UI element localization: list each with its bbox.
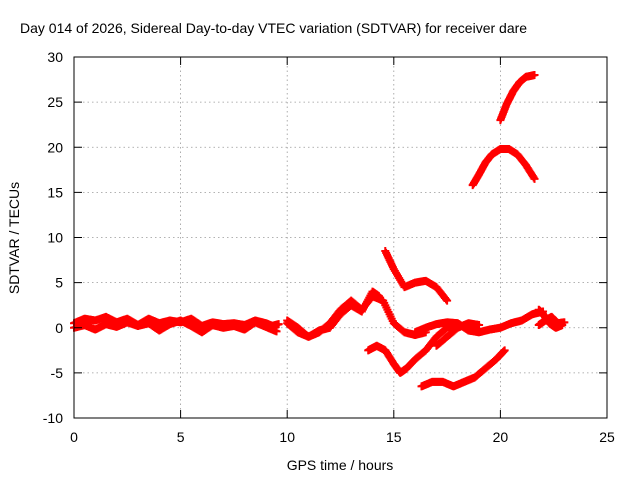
x-tick-label: 5: [177, 429, 185, 445]
data-point: [475, 321, 484, 330]
x-tick-label: 15: [386, 429, 402, 445]
y-tick-label: 25: [47, 94, 63, 110]
x-tick-label: 20: [493, 429, 509, 445]
series-track-b: [70, 316, 281, 337]
x-tick-label: 0: [70, 429, 78, 445]
series-track-k: [496, 71, 539, 125]
data-point: [443, 296, 452, 305]
series-track-i: [417, 346, 509, 391]
series-track-m: [534, 312, 569, 330]
y-tick-label: 5: [55, 275, 63, 291]
y-tick-label: -10: [43, 410, 63, 426]
data-point: [374, 292, 383, 301]
data-points: [70, 71, 569, 391]
y-tick-label: 10: [47, 230, 63, 246]
data-point: [272, 327, 281, 336]
series-track-e: [381, 247, 452, 305]
axis-ticks: 0 5 10 15 20 25 -10 -5 0 5 10 15 20 25 30: [43, 49, 615, 445]
series-track-g: [411, 307, 548, 337]
data-point: [442, 295, 451, 304]
data-point: [530, 71, 539, 80]
y-axis-label: SDTVAR / TECUs: [6, 182, 22, 294]
chart-title: Day 014 of 2026, Sidereal Day-to-day VTE…: [20, 20, 527, 36]
x-tick-label: 25: [599, 429, 615, 445]
grid: [74, 57, 607, 418]
data-point: [530, 174, 539, 183]
data-point: [274, 320, 283, 329]
series-track-h: [432, 319, 484, 350]
series-track-d: [283, 287, 383, 341]
data-point: [560, 318, 569, 327]
y-tick-label: 20: [47, 139, 63, 155]
y-tick-label: -5: [51, 365, 64, 381]
data-point: [500, 346, 509, 355]
x-tick-label: 10: [279, 429, 295, 445]
y-tick-label: 30: [47, 49, 63, 65]
y-tick-label: 15: [47, 184, 63, 200]
x-axis-label: GPS time / hours: [287, 457, 394, 473]
y-tick-label: 0: [55, 320, 63, 336]
series-track-j: [468, 145, 539, 190]
